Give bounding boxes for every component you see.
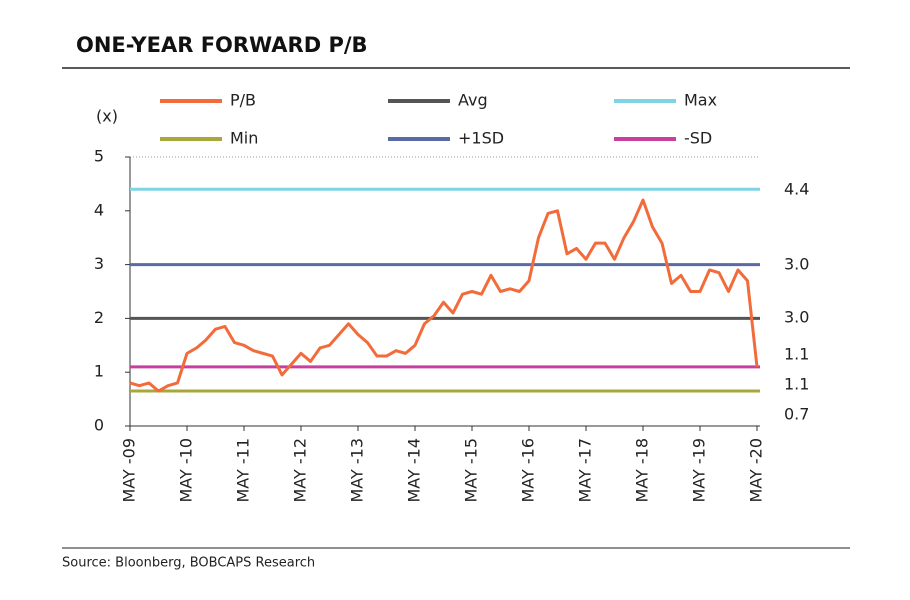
source: Source: Bloonberg, BOBCAPS Research bbox=[62, 556, 315, 571]
y-tick-label: 5 bbox=[94, 147, 104, 166]
legend-label: Avg bbox=[458, 91, 488, 110]
x-tick-label: MAY -12 bbox=[291, 438, 310, 503]
annotation: 3.0 bbox=[784, 308, 809, 327]
legend-label: Max bbox=[684, 91, 717, 110]
y-tick-label: 1 bbox=[94, 362, 104, 381]
y-tick-label: 4 bbox=[94, 200, 104, 219]
legend-label: +1SD bbox=[458, 129, 504, 148]
x-tick-label: MAY -20 bbox=[747, 438, 766, 503]
x-tick-label: MAY -09 bbox=[120, 438, 139, 503]
annotation: 1.1 bbox=[784, 375, 809, 394]
series-line bbox=[129, 198, 759, 393]
x-tick-label: MAY -10 bbox=[177, 438, 196, 503]
annotation: 0.7 bbox=[784, 405, 809, 424]
legend-label: P/B bbox=[230, 91, 256, 110]
annotation: 1.1 bbox=[784, 345, 809, 364]
y-axis-label: (x) bbox=[96, 107, 118, 126]
y-tick-label: 0 bbox=[94, 416, 104, 435]
y-tick-label: 2 bbox=[94, 308, 104, 327]
annotation: 4.4 bbox=[784, 180, 809, 199]
x-tick-label: MAY -15 bbox=[462, 438, 481, 503]
legend-label: Min bbox=[230, 129, 258, 148]
chart-title: ONE-YEAR FORWARD P/B bbox=[76, 33, 368, 57]
x-tick-label: MAY -13 bbox=[348, 438, 367, 503]
x-tick-label: MAY -16 bbox=[519, 438, 538, 503]
annotation: 3.0 bbox=[784, 255, 809, 274]
y-tick-label: 3 bbox=[94, 254, 104, 273]
x-tick-label: MAY -14 bbox=[405, 438, 424, 503]
x-tick-label: MAY -18 bbox=[633, 438, 652, 503]
x-tick-label: MAY -17 bbox=[576, 438, 595, 503]
x-tick-label: MAY -19 bbox=[690, 438, 709, 503]
legend-label: -SD bbox=[684, 129, 712, 148]
x-tick-label: MAY -11 bbox=[234, 438, 253, 503]
